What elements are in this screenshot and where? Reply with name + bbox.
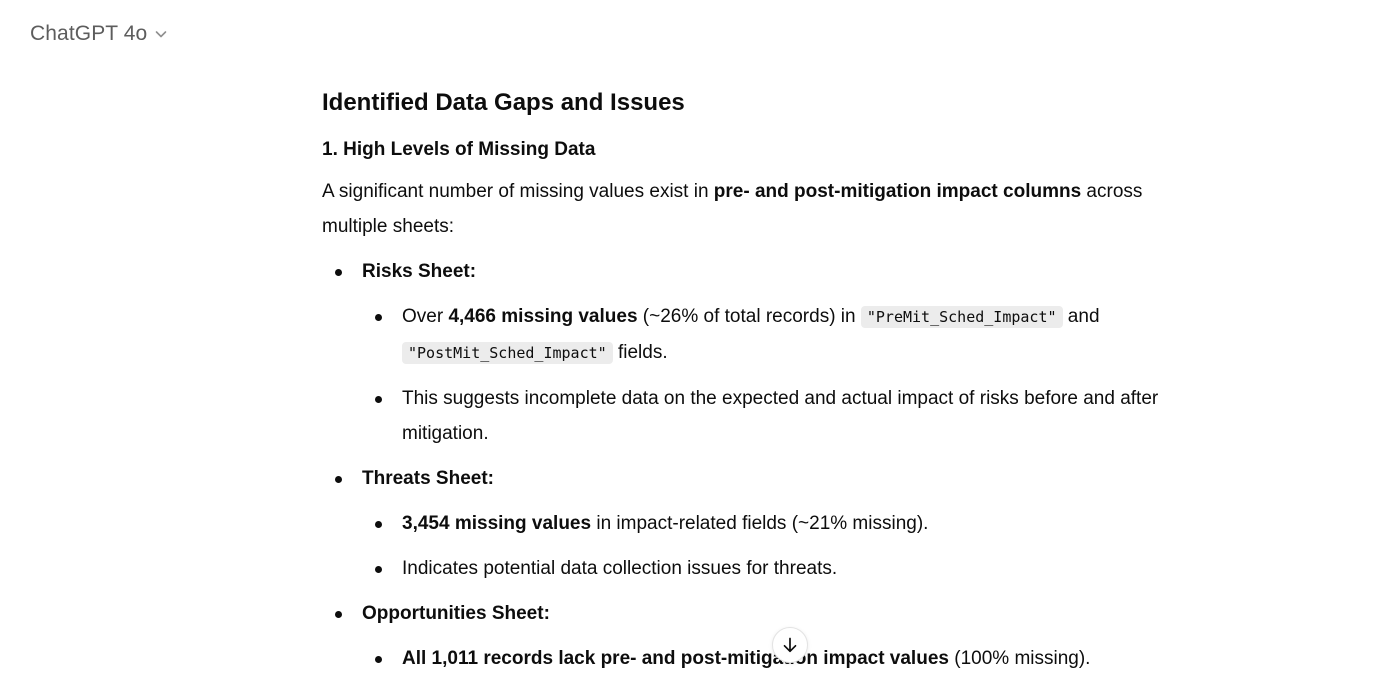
arrow-down-icon bbox=[783, 637, 797, 653]
list-item: 3,454 missing values in impact-related f… bbox=[362, 506, 1212, 541]
intro-paragraph: A significant number of missing values e… bbox=[322, 174, 1212, 244]
list-item-risks: Risks Sheet: Over 4,466 missing values (… bbox=[322, 254, 1212, 451]
list-item-threats: Threats Sheet: 3,454 missing values in i… bbox=[322, 461, 1212, 586]
model-name: ChatGPT 4o bbox=[30, 22, 148, 45]
section-title: Identified Data Gaps and Issues bbox=[322, 89, 685, 116]
chevron-down-icon bbox=[156, 31, 167, 38]
threats-label: Threats Sheet: bbox=[362, 468, 494, 489]
assistant-message: Identified Data Gaps and Issues 1. High … bbox=[322, 82, 1212, 676]
list-item: Over 4,466 missing values (~26% of total… bbox=[362, 299, 1212, 371]
bold-text: 4,466 missing values bbox=[448, 306, 638, 327]
risks-sublist: Over 4,466 missing values (~26% of total… bbox=[362, 299, 1212, 451]
text: (100% missing). bbox=[948, 648, 1091, 669]
text: fields. bbox=[612, 342, 668, 363]
opportunities-sublist: All 1,011 records lack pre- and post-mit… bbox=[362, 641, 1212, 676]
list-item: This suggests incomplete data on the exp… bbox=[362, 381, 1212, 451]
threats-sublist: 3,454 missing values in impact-related f… bbox=[362, 506, 1212, 586]
inline-code: "PreMit_Sched_Impact" bbox=[860, 306, 1063, 328]
list-item: All 1,011 records lack pre- and post-mit… bbox=[362, 641, 1212, 676]
model-selector[interactable]: ChatGPT 4o bbox=[30, 18, 169, 50]
risks-label: Risks Sheet: bbox=[362, 261, 477, 282]
inline-code: "PostMit_Sched_Impact" bbox=[402, 342, 613, 364]
intro-text-end: across multiple sheets: bbox=[322, 181, 1143, 237]
list-item: Indicates potential data collection issu… bbox=[362, 551, 1212, 586]
text: (~26% of total records) in bbox=[637, 306, 861, 327]
intro-bold: pre- and post-mitigation impact columns bbox=[713, 181, 1082, 202]
sheet-list: Risks Sheet: Over 4,466 missing values (… bbox=[322, 254, 1212, 676]
intro-text: A significant number of missing values e… bbox=[322, 181, 714, 202]
text: Over bbox=[402, 306, 449, 327]
bold-text: All 1,011 records lack pre- and post-mit… bbox=[402, 648, 949, 669]
subsection-title: 1. High Levels of Missing Data bbox=[322, 139, 596, 160]
text: and bbox=[1062, 306, 1100, 327]
text: in impact-related fields (~21% missing). bbox=[591, 513, 929, 534]
opportunities-label: Opportunities Sheet: bbox=[362, 603, 550, 624]
scroll-to-bottom-button[interactable] bbox=[772, 627, 808, 663]
bold-text: 3,454 missing values bbox=[402, 513, 592, 534]
list-item-opportunities: Opportunities Sheet: All 1,011 records l… bbox=[322, 596, 1212, 676]
